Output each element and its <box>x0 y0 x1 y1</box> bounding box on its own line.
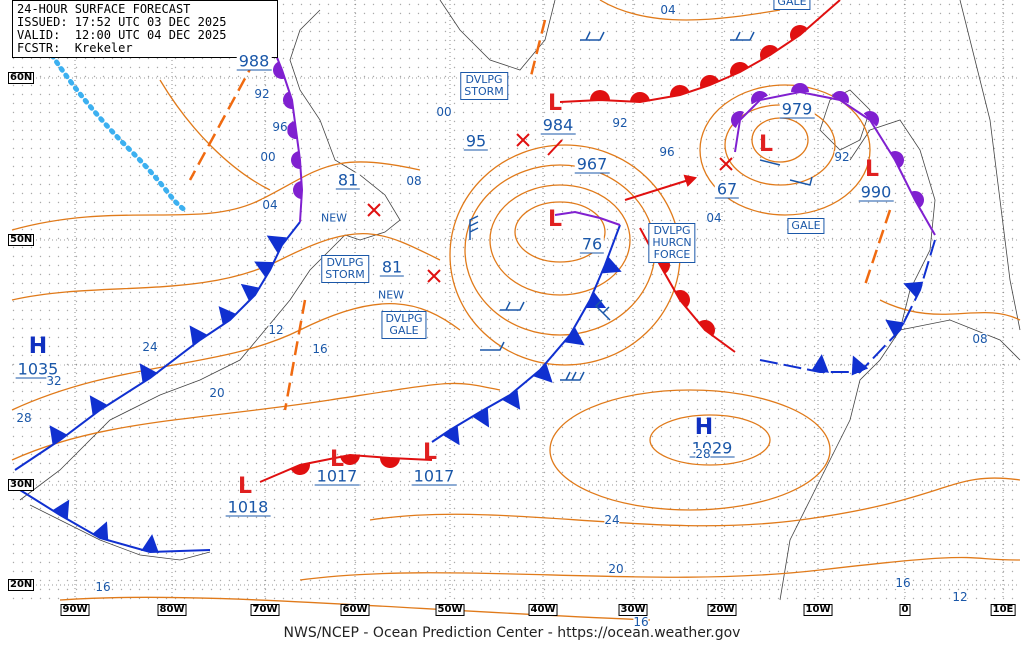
warning-text: FORCE <box>653 248 691 261</box>
isobar-label: 04 <box>706 211 722 225</box>
longitude-label: 10W <box>803 604 833 616</box>
longitude-label: 80W <box>157 604 187 616</box>
dot-grid <box>12 0 1020 600</box>
warning-box: DVLPG STORM <box>460 72 508 100</box>
isobar-label: 92 <box>834 150 850 164</box>
header-valid: VALID: 12:00 UTC 04 DEC 2025 <box>17 28 227 42</box>
footer: NWS/NCEP - Ocean Prediction Center - htt… <box>283 625 741 641</box>
low-symbol: L <box>237 474 253 499</box>
latitude-label: 20N <box>8 579 35 591</box>
isobar-label: 20 <box>209 386 225 400</box>
high-symbol: H <box>28 334 48 359</box>
longitude-label: 90W <box>60 604 90 616</box>
pressure-value: 988 <box>236 51 272 71</box>
header-box: 24-HOUR SURFACE FORECAST ISSUED: 17:52 U… <box>12 0 278 58</box>
pressure-value: 1017 <box>314 466 360 486</box>
isobar-label: 92 <box>254 87 270 101</box>
warning-text: GALE <box>389 324 419 337</box>
fronts <box>14 0 936 554</box>
pressure-value: 76 <box>579 234 605 254</box>
warning-box: GALE <box>773 0 811 10</box>
pressure-value: 979 <box>779 99 815 119</box>
pressure-value: 990 <box>858 182 894 202</box>
isobar-label: 04 <box>262 198 278 212</box>
longitude-label: 20W <box>707 604 737 616</box>
high-symbol: H <box>694 415 714 440</box>
pressure-value: 81 <box>335 170 361 190</box>
pressure-value: 81 <box>379 257 405 277</box>
longitude-label: 10E <box>990 604 1016 616</box>
low-symbol: L <box>758 132 774 157</box>
isobar-label: 16 <box>895 576 911 590</box>
isobar-label: 24 <box>142 340 158 354</box>
new-label: NEW <box>377 288 405 302</box>
warning-text: GALE <box>791 219 821 232</box>
warning-box: DVLPG GALE <box>381 311 427 339</box>
isobar-label: 16 <box>95 580 111 594</box>
pressure-value: 67 <box>714 179 740 199</box>
pressure-value: 1035 <box>15 359 61 379</box>
header-forecaster: FCSTR: Krekeler <box>17 41 133 55</box>
longitude-label: 0 <box>899 604 911 616</box>
new-label: NEW <box>320 211 348 225</box>
low-symbol: L <box>547 91 563 116</box>
low-symbol: L <box>422 440 438 465</box>
isobar-label: 12 <box>952 590 968 604</box>
latitude-label: 60N <box>8 72 35 84</box>
isobar-label: 16 <box>312 342 328 356</box>
isobar-label: 32 <box>46 374 62 388</box>
pressure-value: 984 <box>540 115 576 135</box>
isobar-label: 92 <box>612 116 628 130</box>
warning-text: STORM <box>325 268 365 281</box>
troughs <box>188 19 892 411</box>
pressure-value: 1017 <box>411 466 457 486</box>
longitude-label: 70W <box>250 604 280 616</box>
low-symbol: L <box>329 447 345 472</box>
longitude-label: 40W <box>528 604 558 616</box>
low-symbol: L <box>547 207 563 232</box>
low-tracks <box>367 133 733 283</box>
isobar-label: 04 <box>660 3 676 17</box>
longitude-label: 30W <box>618 604 648 616</box>
warning-text: DVLPG <box>326 256 364 269</box>
warning-text: DVLPG <box>385 312 423 325</box>
warning-box: DVLPG HURCN FORCE <box>648 223 696 263</box>
isobar-label: 12 <box>268 323 284 337</box>
isobar-label: 96 <box>272 120 288 134</box>
isobar-label: 28 <box>16 411 32 425</box>
isobar-label: 24 <box>604 513 620 527</box>
longitude-label: 60W <box>340 604 370 616</box>
low-symbol: L <box>864 157 880 182</box>
longitude-label: 50W <box>435 604 465 616</box>
warning-box: GALE <box>787 218 825 234</box>
pressure-value: 967 <box>574 154 610 174</box>
isobar-label: 08 <box>406 174 422 188</box>
header-title: 24-HOUR SURFACE FORECAST <box>17 2 191 16</box>
isobar-label: 96 <box>659 145 675 159</box>
isobar-label: 16 <box>633 615 649 629</box>
latitude-label: 50N <box>8 234 35 246</box>
pressure-value: 95 <box>463 131 489 151</box>
warning-text: DVLPG <box>653 224 691 237</box>
wind-barbs <box>469 31 813 381</box>
warning-text: STORM <box>464 85 504 98</box>
isobar-label: 00 <box>260 150 276 164</box>
isobar-label: 00 <box>436 105 452 119</box>
warning-text: GALE <box>777 0 807 8</box>
isobar-label: 28 <box>695 447 711 461</box>
isobar-label: 20 <box>608 562 624 576</box>
latitude-label: 30N <box>8 479 35 491</box>
warning-box: DVLPG STORM <box>321 255 369 283</box>
pressure-value: 1018 <box>225 497 271 517</box>
warning-text: DVLPG <box>465 73 503 86</box>
isobar-label: 08 <box>972 332 988 346</box>
header-issued: ISSUED: 17:52 UTC 03 DEC 2025 <box>17 15 227 29</box>
warning-text: HURCN <box>652 236 692 249</box>
